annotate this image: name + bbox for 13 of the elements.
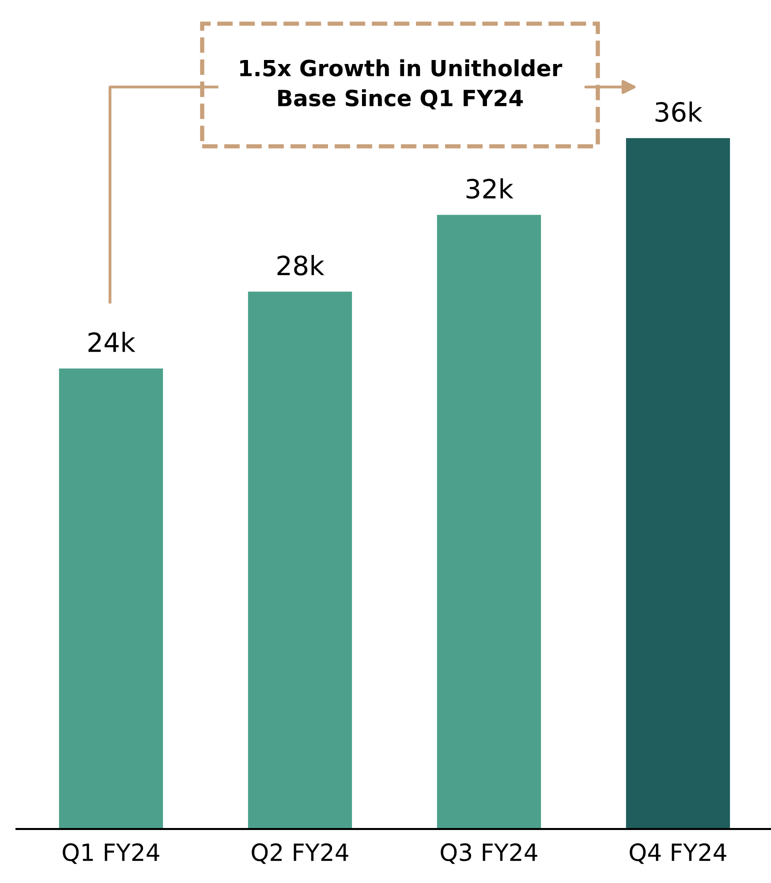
text: 1.5x Growth in Unitholder Base Since Q1 FY24 — [240, 59, 562, 110]
data-label: 28k — [278, 255, 324, 276]
bar — [248, 292, 352, 829]
x-tick-label: Q2 FY24 — [252, 843, 348, 864]
data-label: 32k — [466, 178, 514, 199]
bar — [437, 214, 541, 829]
bar — [626, 138, 730, 829]
x-tick-label: Q1 FY24 — [62, 843, 160, 864]
data-label: 36k — [656, 102, 702, 122]
bar — [59, 368, 163, 829]
x-tick-label: Q3 FY24 — [440, 843, 538, 864]
data-label: 24k — [88, 332, 136, 352]
x-tick-label: Q4 FY24 — [630, 843, 726, 864]
